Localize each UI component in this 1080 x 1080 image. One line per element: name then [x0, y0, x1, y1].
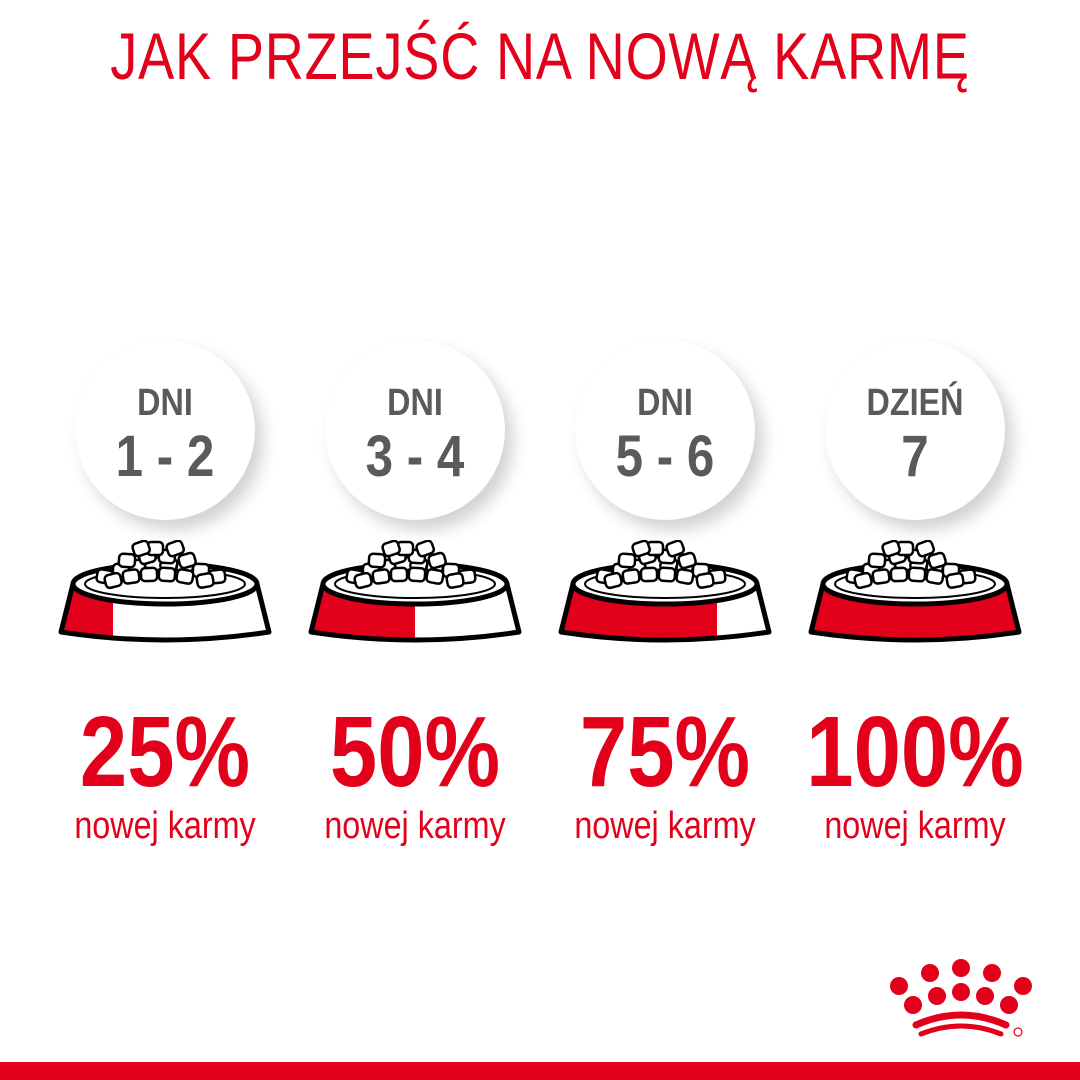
day-badge: DNI 1 - 2	[75, 340, 255, 520]
day-label: DNI	[637, 382, 693, 424]
food-bowl-icon	[808, 540, 1022, 643]
percent-caption: nowej karmy	[324, 805, 506, 847]
page-title: JAK PRZEJŚĆ NA NOWĄ KARMĘ	[110, 19, 970, 93]
percent-caption: nowej karmy	[824, 805, 1006, 847]
percent-value: 75%	[579, 696, 751, 808]
day-label: DNI	[137, 382, 193, 424]
percent-value: 50%	[329, 696, 501, 808]
percent-value: 100%	[806, 696, 1024, 808]
day-range: 5 - 6	[615, 424, 715, 489]
day-badge: DNI 3 - 4	[325, 340, 505, 520]
day-badge: DNI 5 - 6	[575, 340, 755, 520]
day-label: DNI	[387, 382, 443, 424]
day-range: 7	[901, 424, 929, 489]
day-range: 1 - 2	[115, 424, 215, 489]
food-bowl-icon	[558, 540, 772, 643]
royal-canin-crown-logo-icon	[890, 959, 1032, 1037]
day-range: 3 - 4	[365, 424, 465, 489]
percent-caption: nowej karmy	[74, 805, 256, 847]
day-label: DZIEŃ	[866, 382, 964, 424]
bottom-brand-bar	[0, 1062, 1080, 1080]
food-bowl-icon	[58, 540, 272, 643]
day-badge: DZIEŃ 7	[825, 340, 1005, 520]
percent-value: 25%	[79, 696, 251, 808]
percent-caption: nowej karmy	[574, 805, 756, 847]
food-bowl-icon	[308, 540, 522, 643]
